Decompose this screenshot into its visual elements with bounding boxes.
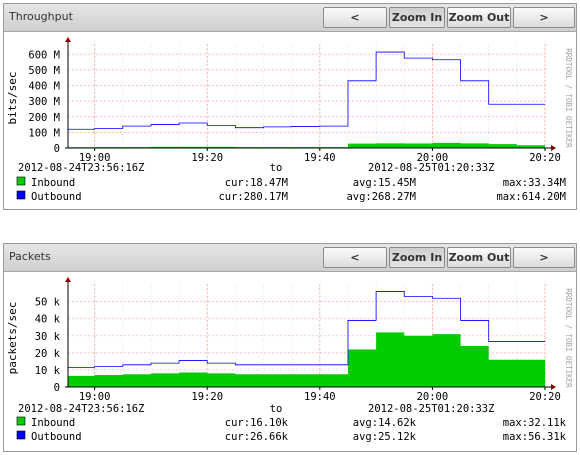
x-tick-label: 20:20 (529, 391, 561, 403)
x-tick-label: 19:40 (304, 391, 336, 403)
legend-max: max:32.11k (503, 417, 567, 429)
series-outbound-line (68, 291, 545, 368)
x-tick-label: 19:00 (79, 391, 111, 403)
y-axis-label: bits/sec (6, 72, 19, 125)
prev-button[interactable]: < (323, 247, 387, 268)
x-tick-label: 19:40 (304, 152, 336, 164)
x-axis-arrow (551, 384, 556, 390)
x-tick-label: 19:20 (191, 152, 223, 164)
legend-label-inbound: Inbound (31, 417, 75, 429)
legend-avg: avg:25.12k (353, 431, 417, 443)
watermark: RRDTOOL / TOBI OETIKER (564, 288, 573, 388)
zoom-in-button[interactable]: Zoom In (389, 7, 445, 28)
series-outbound-line (68, 51, 545, 130)
zoom-in-button[interactable]: Zoom In (389, 247, 445, 268)
legend-label-outbound: Outbound (31, 191, 82, 203)
y-tick-label: 0 (54, 143, 60, 155)
legend-swatch-outbound (16, 190, 26, 200)
series-inbound-area (68, 332, 545, 387)
x-axis-arrow (551, 145, 556, 151)
y-tick-label: 100 M (28, 127, 60, 139)
legend-swatch-outbound (16, 430, 26, 440)
legend-label-inbound: Inbound (31, 177, 75, 189)
chart-1 (16, 37, 556, 200)
zoom-out-button[interactable]: Zoom Out (447, 7, 511, 28)
y-axis-label: packets/sec (6, 302, 19, 375)
x-tick-label: 20:00 (417, 152, 449, 164)
legend-avg: avg:268.27M (346, 191, 416, 203)
time-range-start: 2012-08-24T23:56:16Z (18, 403, 144, 415)
legend-cur: cur:26.66k (225, 431, 289, 443)
x-tick-label: 19:20 (191, 391, 223, 403)
y-tick-label: 20 k (35, 348, 61, 360)
y-tick-label: 500 M (28, 65, 60, 77)
y-tick-label: 600 M (28, 49, 60, 61)
y-tick-label: 40 k (35, 314, 61, 326)
time-range-to: to (270, 403, 283, 415)
panel-header: Packets < Zoom In Zoom Out > (4, 244, 576, 272)
time-range-start: 2012-08-24T23:56:16Z (18, 162, 144, 174)
panel-title: Packets (9, 250, 51, 263)
legend-label-outbound: Outbound (31, 431, 82, 443)
x-tick-label: 19:00 (79, 152, 111, 164)
chart-2 (16, 277, 556, 440)
legend-cur: cur:280.17M (218, 191, 288, 203)
legend-swatch-inbound (16, 176, 26, 186)
next-button[interactable]: > (513, 247, 575, 268)
series-inbound-area (68, 142, 545, 148)
y-tick-label: 0 (54, 382, 60, 394)
throughput-panel: Throughput < Zoom In Zoom Out > (3, 3, 577, 210)
panel-header: Throughput < Zoom In Zoom Out > (4, 4, 576, 32)
y-axis-arrow (65, 37, 71, 42)
watermark: RRDTOOL / TOBI OETIKER (564, 48, 573, 148)
y-tick-label: 200 M (28, 112, 60, 124)
time-range-end: 2012-08-25T01:20:33Z (368, 403, 494, 415)
time-range-end: 2012-08-25T01:20:33Z (368, 162, 494, 174)
legend-cur: cur:18.47M (225, 177, 288, 189)
legend-cur: cur:16.10k (225, 417, 289, 429)
zoom-out-button[interactable]: Zoom Out (447, 247, 511, 268)
y-tick-label: 10 k (35, 365, 61, 377)
panel-title: Throughput (9, 10, 73, 23)
legend-max: max:33.34M (503, 177, 566, 189)
x-tick-label: 20:00 (417, 391, 449, 403)
y-tick-label: 300 M (28, 96, 60, 108)
legend-swatch-inbound (16, 416, 26, 426)
y-tick-label: 50 k (35, 297, 61, 309)
legend-avg: avg:15.45M (353, 177, 416, 189)
legend-max: max:614.20M (496, 191, 566, 203)
y-tick-label: 400 M (28, 81, 60, 93)
prev-button[interactable]: < (323, 7, 387, 28)
next-button[interactable]: > (513, 7, 575, 28)
legend-avg: avg:14.62k (353, 417, 417, 429)
packets-panel: Packets < Zoom In Zoom Out > (3, 243, 577, 452)
y-axis-arrow (65, 277, 71, 282)
x-tick-label: 20:20 (529, 152, 561, 164)
legend-max: max:56.31k (503, 431, 567, 443)
time-range-to: to (270, 162, 283, 174)
y-tick-label: 30 k (35, 331, 61, 343)
